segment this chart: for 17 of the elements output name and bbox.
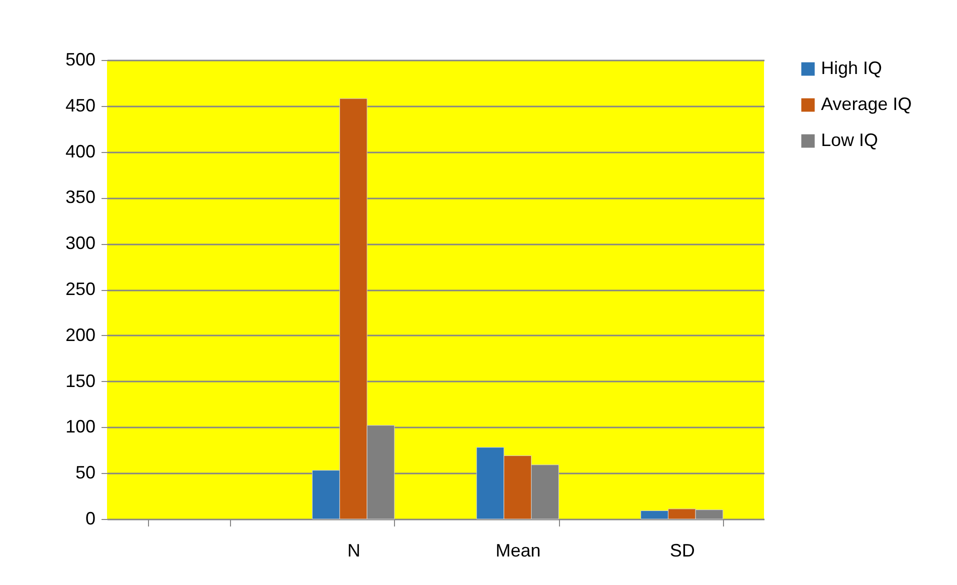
x-tick-label: SD [670, 540, 695, 560]
x-tick-label: Mean [496, 540, 541, 560]
y-tick-label: 450 [65, 95, 96, 116]
x-tick-label: N [347, 540, 360, 560]
y-tick-label: 300 [65, 233, 96, 254]
y-tick-label: 400 [65, 141, 96, 162]
legend-label: High IQ [821, 58, 882, 78]
legend-label: Average IQ [821, 94, 912, 114]
y-tick-label: 500 [65, 50, 96, 70]
y-tick-label: 350 [65, 187, 96, 208]
y-tick-label: 150 [65, 370, 96, 391]
y-tick-label: 50 [75, 462, 96, 483]
y-tick-label: 200 [65, 324, 96, 345]
y-tick-label: 250 [65, 279, 96, 299]
y-tick-label: 100 [65, 416, 96, 437]
y-tick-label: 0 [85, 508, 96, 528]
legend-label: Low IQ [821, 130, 878, 150]
